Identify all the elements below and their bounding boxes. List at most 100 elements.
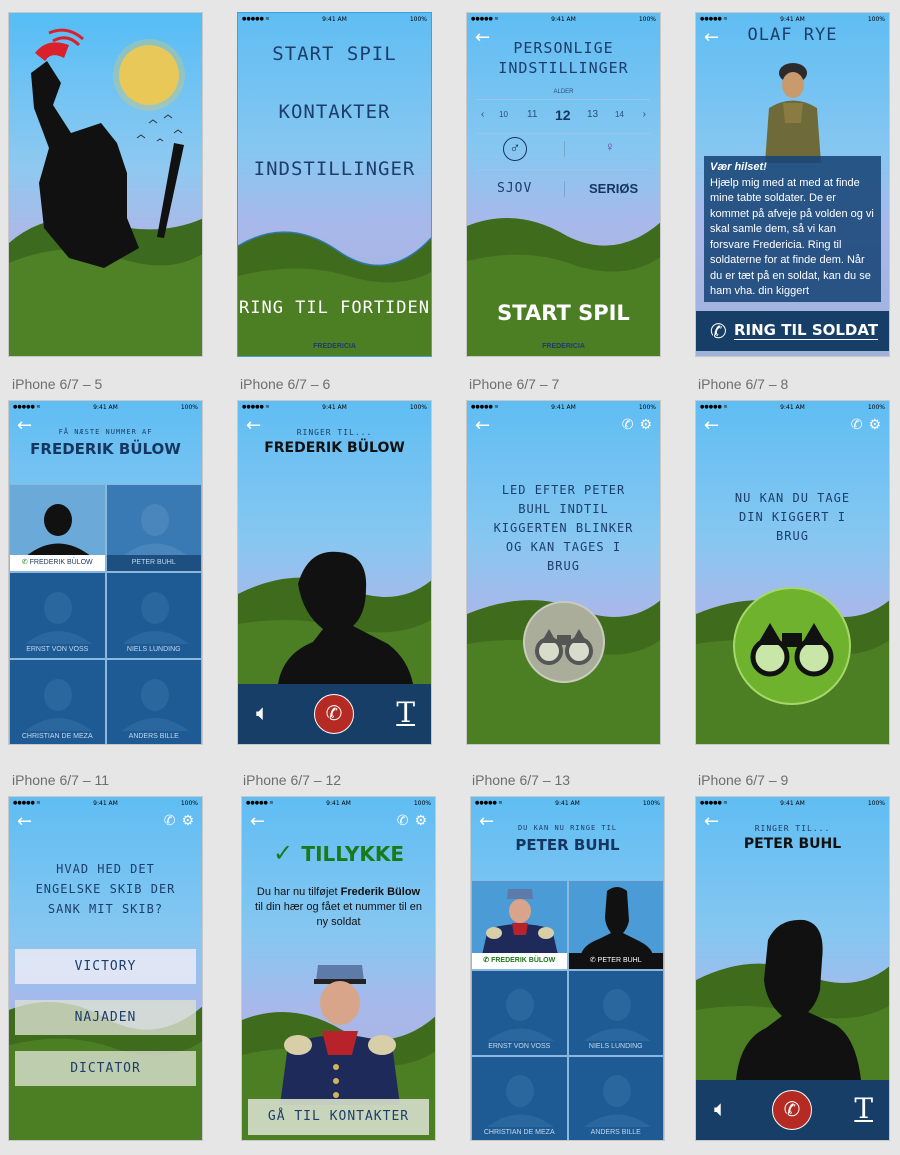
gear-icon[interactable]: ⚙ xyxy=(868,417,881,433)
quiz-option-button[interactable]: DICTATOR xyxy=(15,1051,196,1086)
signal-icon: ●●●●● ≋ xyxy=(242,16,270,22)
back-arrow-icon[interactable]: ← xyxy=(475,27,491,48)
binoculars-button[interactable] xyxy=(733,587,851,705)
age-picker[interactable]: ‹ 10 11 12 13 14 › xyxy=(467,107,660,127)
status-time: 9:41 AM xyxy=(93,404,118,411)
male-icon[interactable]: ♂ xyxy=(503,137,527,161)
soldier-silhouette xyxy=(736,919,861,1080)
binoculars-ready-screen: ●●●●● ≋ 9:41 AM 100% ← ✆ ⚙ NU KAN DU TAGE D… xyxy=(695,400,890,745)
quiz-option-button[interactable]: VICTORY xyxy=(15,949,196,984)
battery-label: 100% xyxy=(409,16,427,23)
phone-icon[interactable]: ✆ xyxy=(396,813,409,829)
speaker-icon[interactable]: 🔈︎ xyxy=(256,700,270,725)
back-arrow-icon[interactable]: ← xyxy=(704,27,720,48)
back-arrow-icon[interactable]: ← xyxy=(479,811,495,832)
phone-icon[interactable]: ✆ xyxy=(621,417,634,433)
soldier-silhouette xyxy=(25,679,92,731)
artboard-label: iPhone 6/7 – 6 xyxy=(240,376,331,392)
checkmark-icon: ✓ xyxy=(272,839,302,867)
gear-icon[interactable]: ⚙ xyxy=(639,417,652,433)
artboard-label: iPhone 6/7 – 5 xyxy=(12,376,103,392)
artboard-label: iPhone 6/7 – 8 xyxy=(698,376,789,392)
congrats-message: Du har nu tilføjet Frederik Bülow til di… xyxy=(255,886,422,928)
contact-card[interactable]: ANDERS BILLE xyxy=(105,659,202,744)
back-arrow-icon[interactable]: ← xyxy=(17,811,33,832)
battery-label: 100% xyxy=(180,404,198,411)
chevron-left-icon[interactable]: ‹ xyxy=(481,109,485,120)
greeting-title: Vær hilset! xyxy=(710,161,767,173)
back-arrow-icon[interactable]: ← xyxy=(704,811,720,832)
text-icon[interactable]: T xyxy=(854,1092,873,1125)
quiz-option-button[interactable]: NAJADEN xyxy=(15,1000,196,1035)
start-game-button[interactable]: START SPIL xyxy=(497,301,630,325)
contact-card[interactable]: CHRISTIAN DE MEZA xyxy=(9,659,106,744)
artboard-label: iPhone 6/7 – 11 xyxy=(12,772,110,788)
go-to-contacts-button[interactable]: GÅ TIL KONTAKTER xyxy=(248,1099,429,1135)
call-soldier-button[interactable]: ✆ RING TIL SOLDAT xyxy=(696,311,889,351)
contacts-updated-screen: ●●●●● ≋ 9:41 AM 100% ← DU KAN NU RINGE TIL… xyxy=(470,796,665,1141)
quiz-screen: ●●●●● ≋ 9:41 AM 100% ← ✆ ⚙ HVAD HED DET ENG… xyxy=(8,796,203,1141)
back-arrow-icon[interactable]: ← xyxy=(704,415,720,436)
top-right-icons: ✆ ⚙ xyxy=(158,813,194,829)
contact-name-active: ✆ FREDERIK BÜLOW xyxy=(10,555,105,571)
contact-card[interactable]: NIELS LUNDING xyxy=(105,572,202,659)
start-game-link[interactable]: START SPIL xyxy=(272,43,397,65)
settings-link[interactable]: INDSTILLINGER xyxy=(253,158,416,180)
signal-icon: ●●●●● ≋ xyxy=(242,404,270,410)
age-option[interactable]: 11 xyxy=(527,109,538,120)
chevron-right-icon[interactable]: › xyxy=(642,109,646,120)
main-menu-screen: ●●●●● ≋ 9:41 AM 100% START SPIL KONTAKTER … xyxy=(237,12,432,357)
contact-card[interactable]: PETER BUHL xyxy=(105,484,202,572)
back-arrow-icon[interactable]: ← xyxy=(250,811,266,832)
contact-card[interactable]: ✆ PETER BUHL xyxy=(567,880,664,970)
battery-label: 100% xyxy=(867,16,885,23)
contacts-title: FREDERIK BÜLOW xyxy=(30,440,181,458)
signal-icon: ●●●●● ≋ xyxy=(13,404,41,410)
phone-icon[interactable]: ✆ xyxy=(163,813,176,829)
phone-icon[interactable]: ✆ xyxy=(850,417,863,433)
text-icon[interactable]: T xyxy=(396,696,415,729)
call-past-button[interactable]: RING TIL FORTIDEN xyxy=(239,298,430,318)
serious-option[interactable]: SERIØS xyxy=(589,181,639,196)
gear-icon[interactable]: ⚙ xyxy=(181,813,194,829)
status-time: 9:41 AM xyxy=(322,404,347,411)
binoculars-button-disabled[interactable] xyxy=(523,601,605,683)
age-option[interactable]: 13 xyxy=(587,109,599,120)
status-bar: ●●●●● ≋ 9:41 AM 100% xyxy=(9,401,202,415)
battery-label: 100% xyxy=(413,800,431,807)
calling-screen: ●●●●● ≋ 9:41 AM 100% ← RINGER TIL... PETER… xyxy=(695,796,890,1141)
back-arrow-icon[interactable]: ← xyxy=(475,415,491,436)
status-time: 9:41 AM xyxy=(780,800,805,807)
hang-up-button[interactable]: ✆ xyxy=(772,1090,812,1130)
age-option[interactable]: 10 xyxy=(499,110,508,119)
female-icon[interactable]: ♀ xyxy=(605,139,615,154)
contact-card[interactable]: ERNST VON VOSS xyxy=(471,970,568,1056)
status-bar: ●●●●● ≋ 9:41 AM 100% xyxy=(696,13,889,27)
contact-card[interactable]: NIELS LUNDING xyxy=(567,970,664,1056)
contact-card[interactable]: ANDERS BILLE xyxy=(567,1056,664,1140)
greeting-text: Hjælp mig med at med at finde mine tabte… xyxy=(710,176,874,298)
hang-up-button[interactable]: ✆ xyxy=(314,694,354,734)
fun-option[interactable]: SJOV xyxy=(497,181,533,196)
signal-icon: ●●●●● ≋ xyxy=(246,800,274,806)
contacts-link[interactable]: KONTAKTER xyxy=(278,101,391,123)
contact-card[interactable]: ERNST VON VOSS xyxy=(9,572,106,659)
speaker-icon[interactable]: 🔈︎ xyxy=(714,1096,728,1121)
soldier-portrait xyxy=(482,889,558,955)
congrats-screen: ●●●●● ≋ 9:41 AM 100% ← ✆ ⚙ ✓ TILLYKKE Du ha… xyxy=(241,796,436,1141)
contact-card[interactable]: ✆ FREDERIK BÜLOW xyxy=(9,484,106,572)
status-time: 9:41 AM xyxy=(322,16,347,23)
soldier-silhouette xyxy=(121,679,189,731)
back-arrow-icon[interactable]: ← xyxy=(17,415,33,436)
age-option[interactable]: 14 xyxy=(615,110,624,119)
search-instruction: LED EFTER PETER BUHL INDTIL KIGGERTEN BL… xyxy=(493,483,634,573)
battery-label: 100% xyxy=(180,800,198,807)
contact-card[interactable]: ✆ FREDERIK BÜLOW xyxy=(471,880,568,970)
contact-name: ERNST VON VOSS xyxy=(26,646,89,653)
age-option-selected[interactable]: 12 xyxy=(555,107,571,123)
battery-label: 100% xyxy=(409,404,427,411)
status-bar: ●●●●● ≋ 9:41 AM 100% xyxy=(238,401,431,415)
back-arrow-icon[interactable]: ← xyxy=(246,415,262,436)
gear-icon[interactable]: ⚙ xyxy=(414,813,427,829)
contact-card[interactable]: CHRISTIAN DE MEZA xyxy=(471,1056,568,1140)
